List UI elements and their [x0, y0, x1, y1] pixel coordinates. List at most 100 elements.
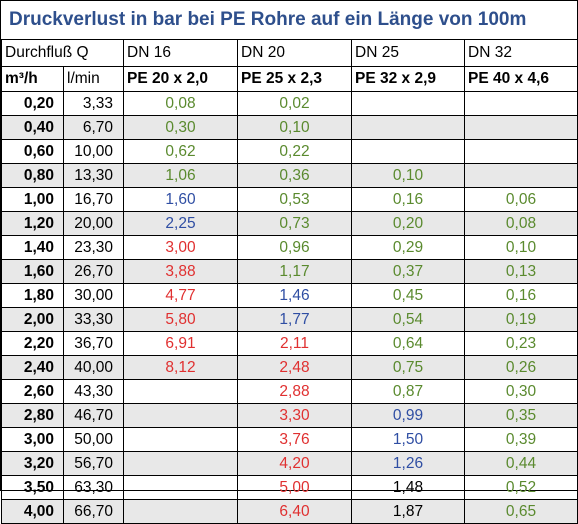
pressure-loss-cell: [351, 115, 465, 140]
pressure-loss-cell: 0,02: [237, 91, 352, 116]
flow-m3h-cell: 1,00: [1, 187, 64, 212]
pressure-loss-cell: 0,30: [123, 115, 238, 140]
table-row: 3,50 63,30 5,00 1,48 0,52: [1, 475, 578, 500]
flow-m3h-cell: 3,00: [1, 427, 64, 452]
flow-m3h-cell: 2,40: [1, 355, 64, 380]
pressure-loss-cell: 0,62: [123, 139, 238, 164]
pressure-loss-cell: 0,75: [351, 355, 465, 380]
pressure-loss-cell: 0,64: [351, 331, 465, 356]
flow-m3h-cell: 3,50: [1, 475, 64, 500]
pressure-loss-cell: 1,48: [351, 475, 465, 500]
flow-lmin-cell: 40,00: [63, 355, 124, 380]
pressure-loss-cell: 2,48: [237, 355, 352, 380]
flow-m3h-cell: 0,80: [1, 163, 64, 188]
pipe-pe25-header: PE 25 x 2,3: [237, 66, 352, 92]
pressure-loss-cell: 1,60: [123, 187, 238, 212]
dn-32-header: DN 32: [464, 39, 578, 67]
table-row: 1,20 20,00 2,25 0,73 0,20 0,08: [1, 211, 578, 236]
flow-lmin-cell: 6,70: [63, 115, 124, 140]
pressure-loss-cell: 0,45: [351, 283, 465, 308]
pressure-loss-cell: 8,12: [123, 355, 238, 380]
flow-m3h-cell: 2,20: [1, 331, 64, 356]
flow-lmin-cell: 50,00: [63, 427, 124, 452]
table-row: 2,60 43,30 2,88 0,87 0,30: [1, 379, 578, 404]
flow-m3h-cell: 2,00: [1, 307, 64, 332]
pressure-loss-cell: [351, 91, 465, 116]
pressure-loss-cell: 1,87: [351, 499, 465, 524]
flow-lmin-cell: 46,70: [63, 403, 124, 428]
pressure-loss-cell: 0,13: [464, 259, 578, 284]
flow-m3h-cell: 3,20: [1, 451, 64, 476]
pressure-loss-cell: 0,10: [351, 163, 465, 188]
table-row: 4,00 66,70 6,40 1,87 0,65: [1, 499, 578, 524]
pressure-loss-cell: 3,88: [123, 259, 238, 284]
pressure-loss-cell: 0,16: [351, 187, 465, 212]
pipe-pe40-header: PE 40 x 4,6: [464, 66, 578, 92]
pressure-loss-cell: 2,25: [123, 211, 238, 236]
table-row: 1,00 16,70 1,60 0,53 0,16 0,06: [1, 187, 578, 212]
pressure-loss-table: Durchfluß Q DN 16 DN 20 DN 25 DN 32 m³/h…: [1, 39, 578, 524]
pressure-loss-cell: 0,37: [351, 259, 465, 284]
flow-m3h-cell: 4,00: [1, 499, 64, 524]
pressure-loss-cell: 0,16: [464, 283, 578, 308]
pressure-loss-cell: [123, 427, 238, 452]
pressure-loss-cell: 0,06: [464, 187, 578, 212]
pressure-loss-cell: 0,54: [351, 307, 465, 332]
pressure-loss-cell: [464, 163, 578, 188]
pressure-loss-cell: 1,46: [237, 283, 352, 308]
pipe-pe20-header: PE 20 x 2,0: [123, 66, 238, 92]
pressure-loss-cell: 4,77: [123, 283, 238, 308]
flow-lmin-cell: 66,70: [63, 499, 124, 524]
table-row: 3,00 50,00 3,76 1,50 0,39: [1, 427, 578, 452]
pressure-loss-cell: 0,87: [351, 379, 465, 404]
pressure-loss-cell: 0,08: [464, 211, 578, 236]
pressure-loss-cell: 0,36: [237, 163, 352, 188]
flow-m3h-cell: 0,60: [1, 139, 64, 164]
flow-m3h-cell: 0,20: [1, 91, 64, 116]
flow-lmin-cell: 43,30: [63, 379, 124, 404]
pressure-loss-cell: 0,22: [237, 139, 352, 164]
flow-m3h-cell: 2,80: [1, 403, 64, 428]
header-row-pipe: m³/h l/min PE 20 x 2,0 PE 25 x 2,3 PE 32…: [1, 66, 578, 92]
pressure-loss-cell: 4,20: [237, 451, 352, 476]
pressure-loss-cell: 0,29: [351, 235, 465, 260]
flow-m3h-cell: 2,60: [1, 379, 64, 404]
pressure-loss-cell: 3,00: [123, 235, 238, 260]
table-title: Druckverlust in bar bei PE Rohre auf ein…: [9, 9, 527, 30]
table-row: 1,60 26,70 3,88 1,17 0,37 0,13: [1, 259, 578, 284]
pressure-loss-cell: 1,06: [123, 163, 238, 188]
dn-25-header: DN 25: [351, 39, 465, 67]
pressure-loss-cell: 0,20: [351, 211, 465, 236]
flow-m3h-cell: 1,20: [1, 211, 64, 236]
flow-lmin-cell: 3,33: [63, 91, 124, 116]
pressure-loss-cell: 0,73: [237, 211, 352, 236]
flow-lmin-cell: 20,00: [63, 211, 124, 236]
pressure-loss-cell: [123, 475, 238, 500]
pressure-loss-cell: 0,39: [464, 427, 578, 452]
flow-lmin-cell: 26,70: [63, 259, 124, 284]
pressure-loss-cell: 5,00: [237, 475, 352, 500]
pressure-loss-cell: 0,52: [464, 475, 578, 500]
pressure-loss-cell: [123, 403, 238, 428]
flow-lmin-cell: 63,30: [63, 475, 124, 500]
table-row: 0,40 6,70 0,30 0,10: [1, 115, 578, 140]
pressure-loss-cell: 1,50: [351, 427, 465, 452]
pressure-loss-cell: [123, 499, 238, 524]
table-row: 2,20 36,70 6,91 2,11 0,64 0,23: [1, 331, 578, 356]
flow-m3h-cell: 1,60: [1, 259, 64, 284]
table-row: 0,80 13,30 1,06 0,36 0,10: [1, 163, 578, 188]
pressure-loss-cell: 3,76: [237, 427, 352, 452]
flow-lmin-cell: 13,30: [63, 163, 124, 188]
pressure-loss-cell: 0,08: [123, 91, 238, 116]
flow-label: Durchfluß Q: [1, 39, 124, 67]
pressure-loss-cell: 0,65: [464, 499, 578, 524]
flow-lmin-cell: 16,70: [63, 187, 124, 212]
table-row: 0,60 10,00 0,62 0,22: [1, 139, 578, 164]
unit-m3h: m³/h: [1, 66, 64, 92]
pressure-loss-cell: 0,35: [464, 403, 578, 428]
flow-lmin-cell: 56,70: [63, 451, 124, 476]
pressure-loss-cell: 0,19: [464, 307, 578, 332]
pressure-loss-cell: 0,53: [237, 187, 352, 212]
dn-20-header: DN 20: [237, 39, 352, 67]
